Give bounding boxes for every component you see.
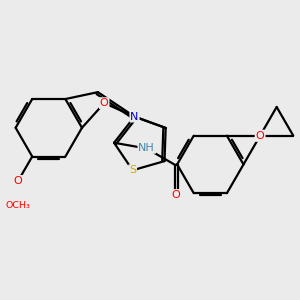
Text: O: O — [100, 98, 109, 108]
Text: S: S — [129, 165, 136, 175]
Text: OCH₃: OCH₃ — [6, 201, 31, 210]
Text: O: O — [14, 176, 22, 186]
Text: O: O — [256, 131, 265, 141]
Text: O: O — [256, 131, 265, 141]
Text: O: O — [171, 190, 180, 200]
Text: N: N — [130, 112, 139, 122]
Text: NH: NH — [138, 143, 155, 153]
